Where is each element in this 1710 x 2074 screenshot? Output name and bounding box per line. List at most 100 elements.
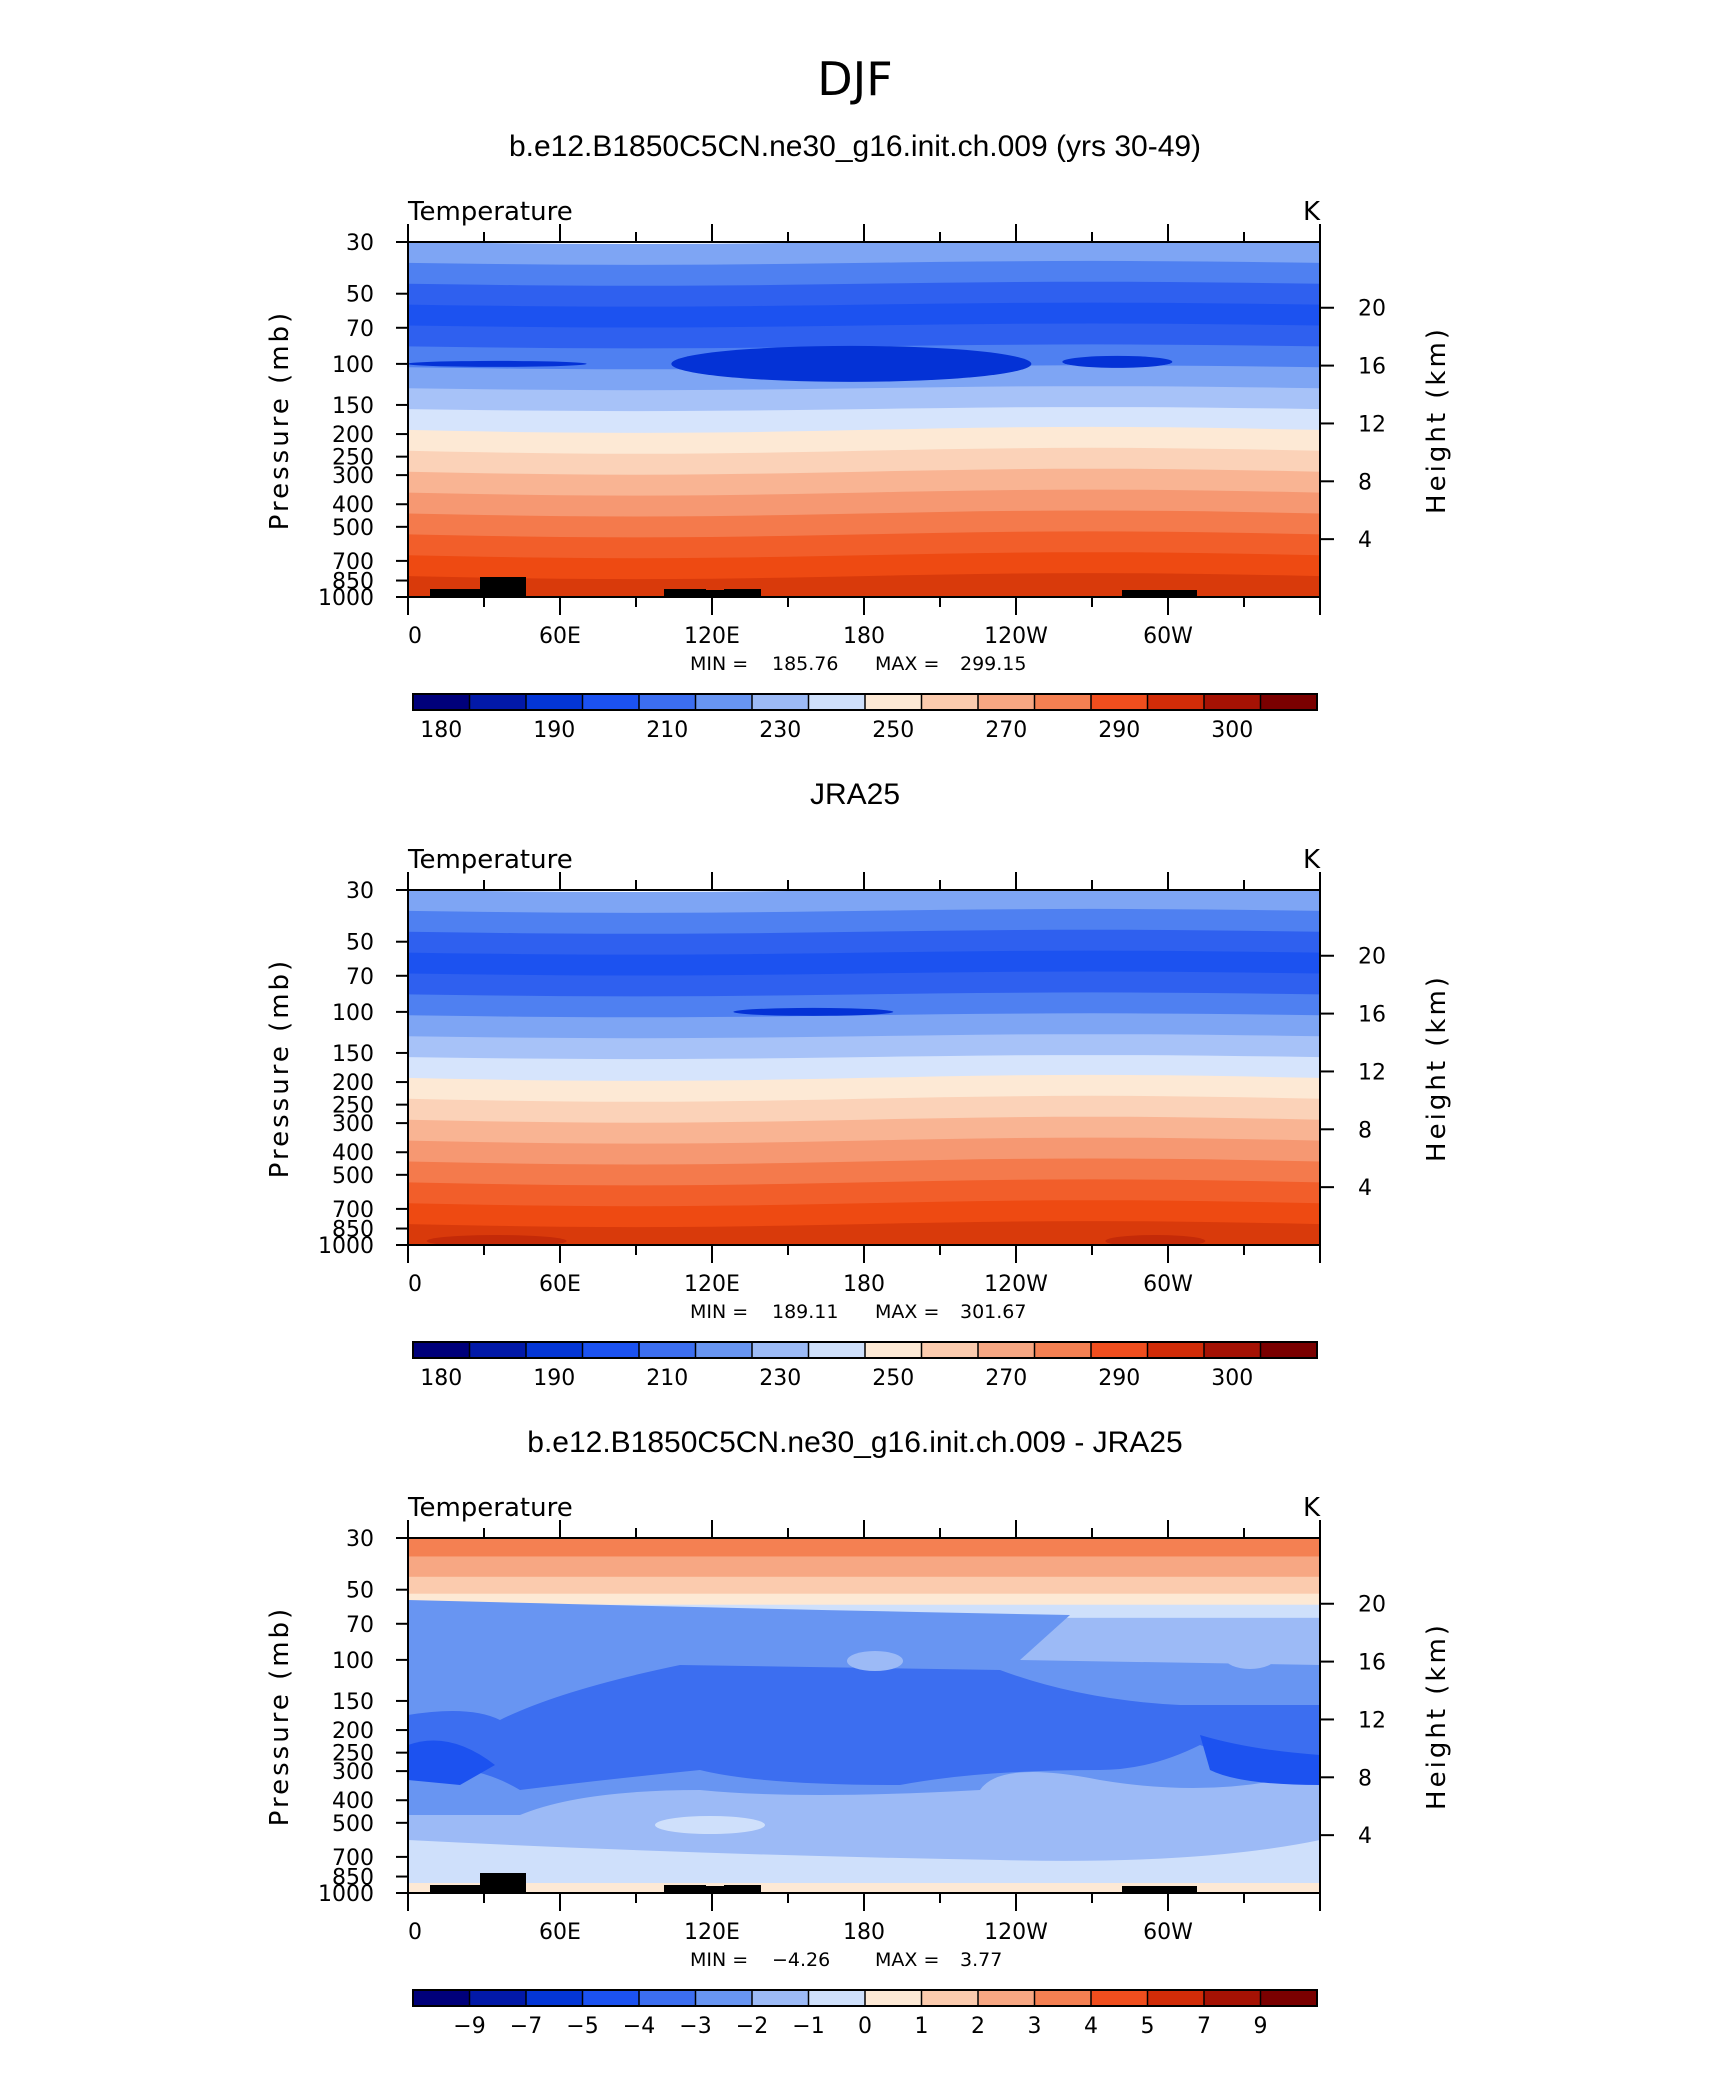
units-label: K — [1303, 845, 1321, 875]
panel-title: b.e12.B1850C5CN.ne30_g16.init.ch.009 - J… — [527, 1426, 1182, 1459]
colorbar-box — [1091, 1342, 1148, 1358]
min-label: MIN = — [690, 653, 748, 675]
x-tick-label: 120E — [684, 1920, 740, 1945]
colorbar-box — [413, 694, 470, 710]
cold-core — [408, 360, 587, 367]
colorbar-box — [1204, 694, 1261, 710]
contour-band — [408, 890, 1320, 915]
colorbar-label: 9 — [1254, 2014, 1268, 2039]
y-tick-label: 200 — [332, 1719, 374, 1744]
colorbar-box — [808, 1342, 866, 1358]
x-tick-label: 60W — [1143, 1920, 1193, 1945]
topography-mask — [430, 577, 1197, 597]
topography — [430, 589, 480, 597]
y-tick-label: 1000 — [318, 1882, 374, 1907]
y2-tick-label: 8 — [1358, 470, 1372, 495]
colorbar-label: 230 — [759, 718, 801, 743]
y-tick-label: 100 — [332, 1001, 374, 1026]
colorbar-label: −2 — [736, 2014, 768, 2039]
colorbar-box — [808, 1990, 866, 2006]
y2-tick-label: 20 — [1358, 297, 1386, 322]
y-axis-height: 20 16 12 8 4 — [1320, 297, 1386, 553]
colorbar-label: 7 — [1197, 2014, 1211, 2039]
y-tick-label: 500 — [332, 1812, 374, 1837]
x-tick-label: 60W — [1143, 624, 1193, 649]
contour-band — [408, 1576, 1320, 1596]
colorbar-box — [469, 1990, 527, 2006]
y-tick-label: 250 — [332, 1094, 374, 1119]
contour-band — [408, 1593, 1320, 1607]
contour-band — [408, 510, 1320, 539]
contour-band — [408, 1013, 1320, 1041]
colorbar-box — [582, 1990, 640, 2006]
variable-label: Temperature — [407, 845, 573, 875]
contour-band — [408, 323, 1320, 351]
colorbar-label: −9 — [453, 2014, 485, 2039]
colorbar-label: 230 — [759, 1366, 801, 1391]
colorbar-label: 290 — [1098, 718, 1140, 743]
colorbar-box — [1147, 1990, 1205, 2006]
min-max-stats: MIN = −4.26 MAX = 3.77 — [690, 1949, 1002, 1971]
colorbar-box — [1260, 1342, 1318, 1358]
topography — [692, 590, 744, 597]
contour-band — [847, 1651, 903, 1671]
contour-band — [408, 1538, 1320, 1559]
colorbar-label: 3 — [1028, 2014, 1042, 2039]
colorbar-label: 4 — [1084, 2014, 1098, 2039]
topography — [480, 1873, 526, 1893]
max-value: 301.67 — [960, 1301, 1026, 1323]
y-tick-label: 700 — [332, 1198, 374, 1223]
colorbar-label: 210 — [646, 1366, 688, 1391]
max-label: MAX = — [875, 1301, 939, 1323]
y-tick-label: 100 — [332, 353, 374, 378]
x-tick-label: 60E — [539, 1272, 581, 1297]
x-tick-label: 120W — [984, 1920, 1048, 1945]
colorbar-label: 180 — [420, 1366, 462, 1391]
colorbar-label: 250 — [872, 1366, 914, 1391]
x-tick-label: 180 — [843, 1272, 885, 1297]
contour-band — [408, 1221, 1320, 1245]
variable-label: Temperature — [407, 197, 573, 227]
cold-core — [671, 345, 1032, 382]
contour-field — [408, 1538, 1320, 1893]
contour-band — [408, 302, 1320, 330]
y2-tick-label: 16 — [1358, 1003, 1386, 1028]
contour-band — [408, 281, 1320, 309]
colorbar-box — [526, 1990, 583, 2006]
x-tick-label: 0 — [408, 1272, 422, 1297]
y-tick-label: 700 — [332, 550, 374, 575]
panel-3: b.e12.B1850C5CN.ne30_g16.init.ch.009 - J… — [265, 1426, 1452, 2039]
y-tick-label: 50 — [346, 931, 374, 956]
colorbar: −9 −7 −5 −4 −3 −2 −1 0 1 2 3 4 5 7 9 — [412, 1989, 1318, 2039]
contour-band — [408, 1840, 1320, 1893]
topography — [480, 577, 526, 597]
colorbar-box — [639, 694, 696, 710]
topography-mask — [430, 1873, 1197, 1893]
x-tick-label: 120W — [984, 624, 1048, 649]
contour-band — [408, 908, 1320, 936]
x-tick-label: 0 — [408, 624, 422, 649]
y-tick-label: 250 — [332, 1742, 374, 1767]
min-max-stats: MIN = 189.11 MAX = 301.67 — [690, 1301, 1026, 1323]
warm-surface — [1105, 1235, 1206, 1245]
y-tick-label: 150 — [332, 1690, 374, 1715]
colorbar-box — [695, 1342, 753, 1358]
topography — [430, 1885, 480, 1893]
colorbar-frame — [412, 1989, 1318, 2007]
colorbar-label: 2 — [971, 2014, 985, 2039]
y-axis-height: 20 16 12 8 4 — [1320, 1593, 1386, 1849]
colorbar-box — [1147, 1342, 1205, 1358]
y-tick-label: 850 — [332, 1218, 374, 1243]
y-tick-label: 70 — [346, 965, 374, 990]
contour-band — [408, 1883, 1320, 1893]
colorbar-box — [978, 1990, 1035, 2006]
x-tick-label: 0 — [408, 1920, 422, 1945]
variable-label: Temperature — [407, 1493, 573, 1523]
y2-tick-label: 16 — [1358, 1651, 1386, 1676]
colorbar-box — [413, 1990, 470, 2006]
y-tick-label: 1000 — [318, 1234, 374, 1259]
y2-tick-label: 16 — [1358, 355, 1386, 380]
colorbar-box — [1260, 694, 1318, 710]
